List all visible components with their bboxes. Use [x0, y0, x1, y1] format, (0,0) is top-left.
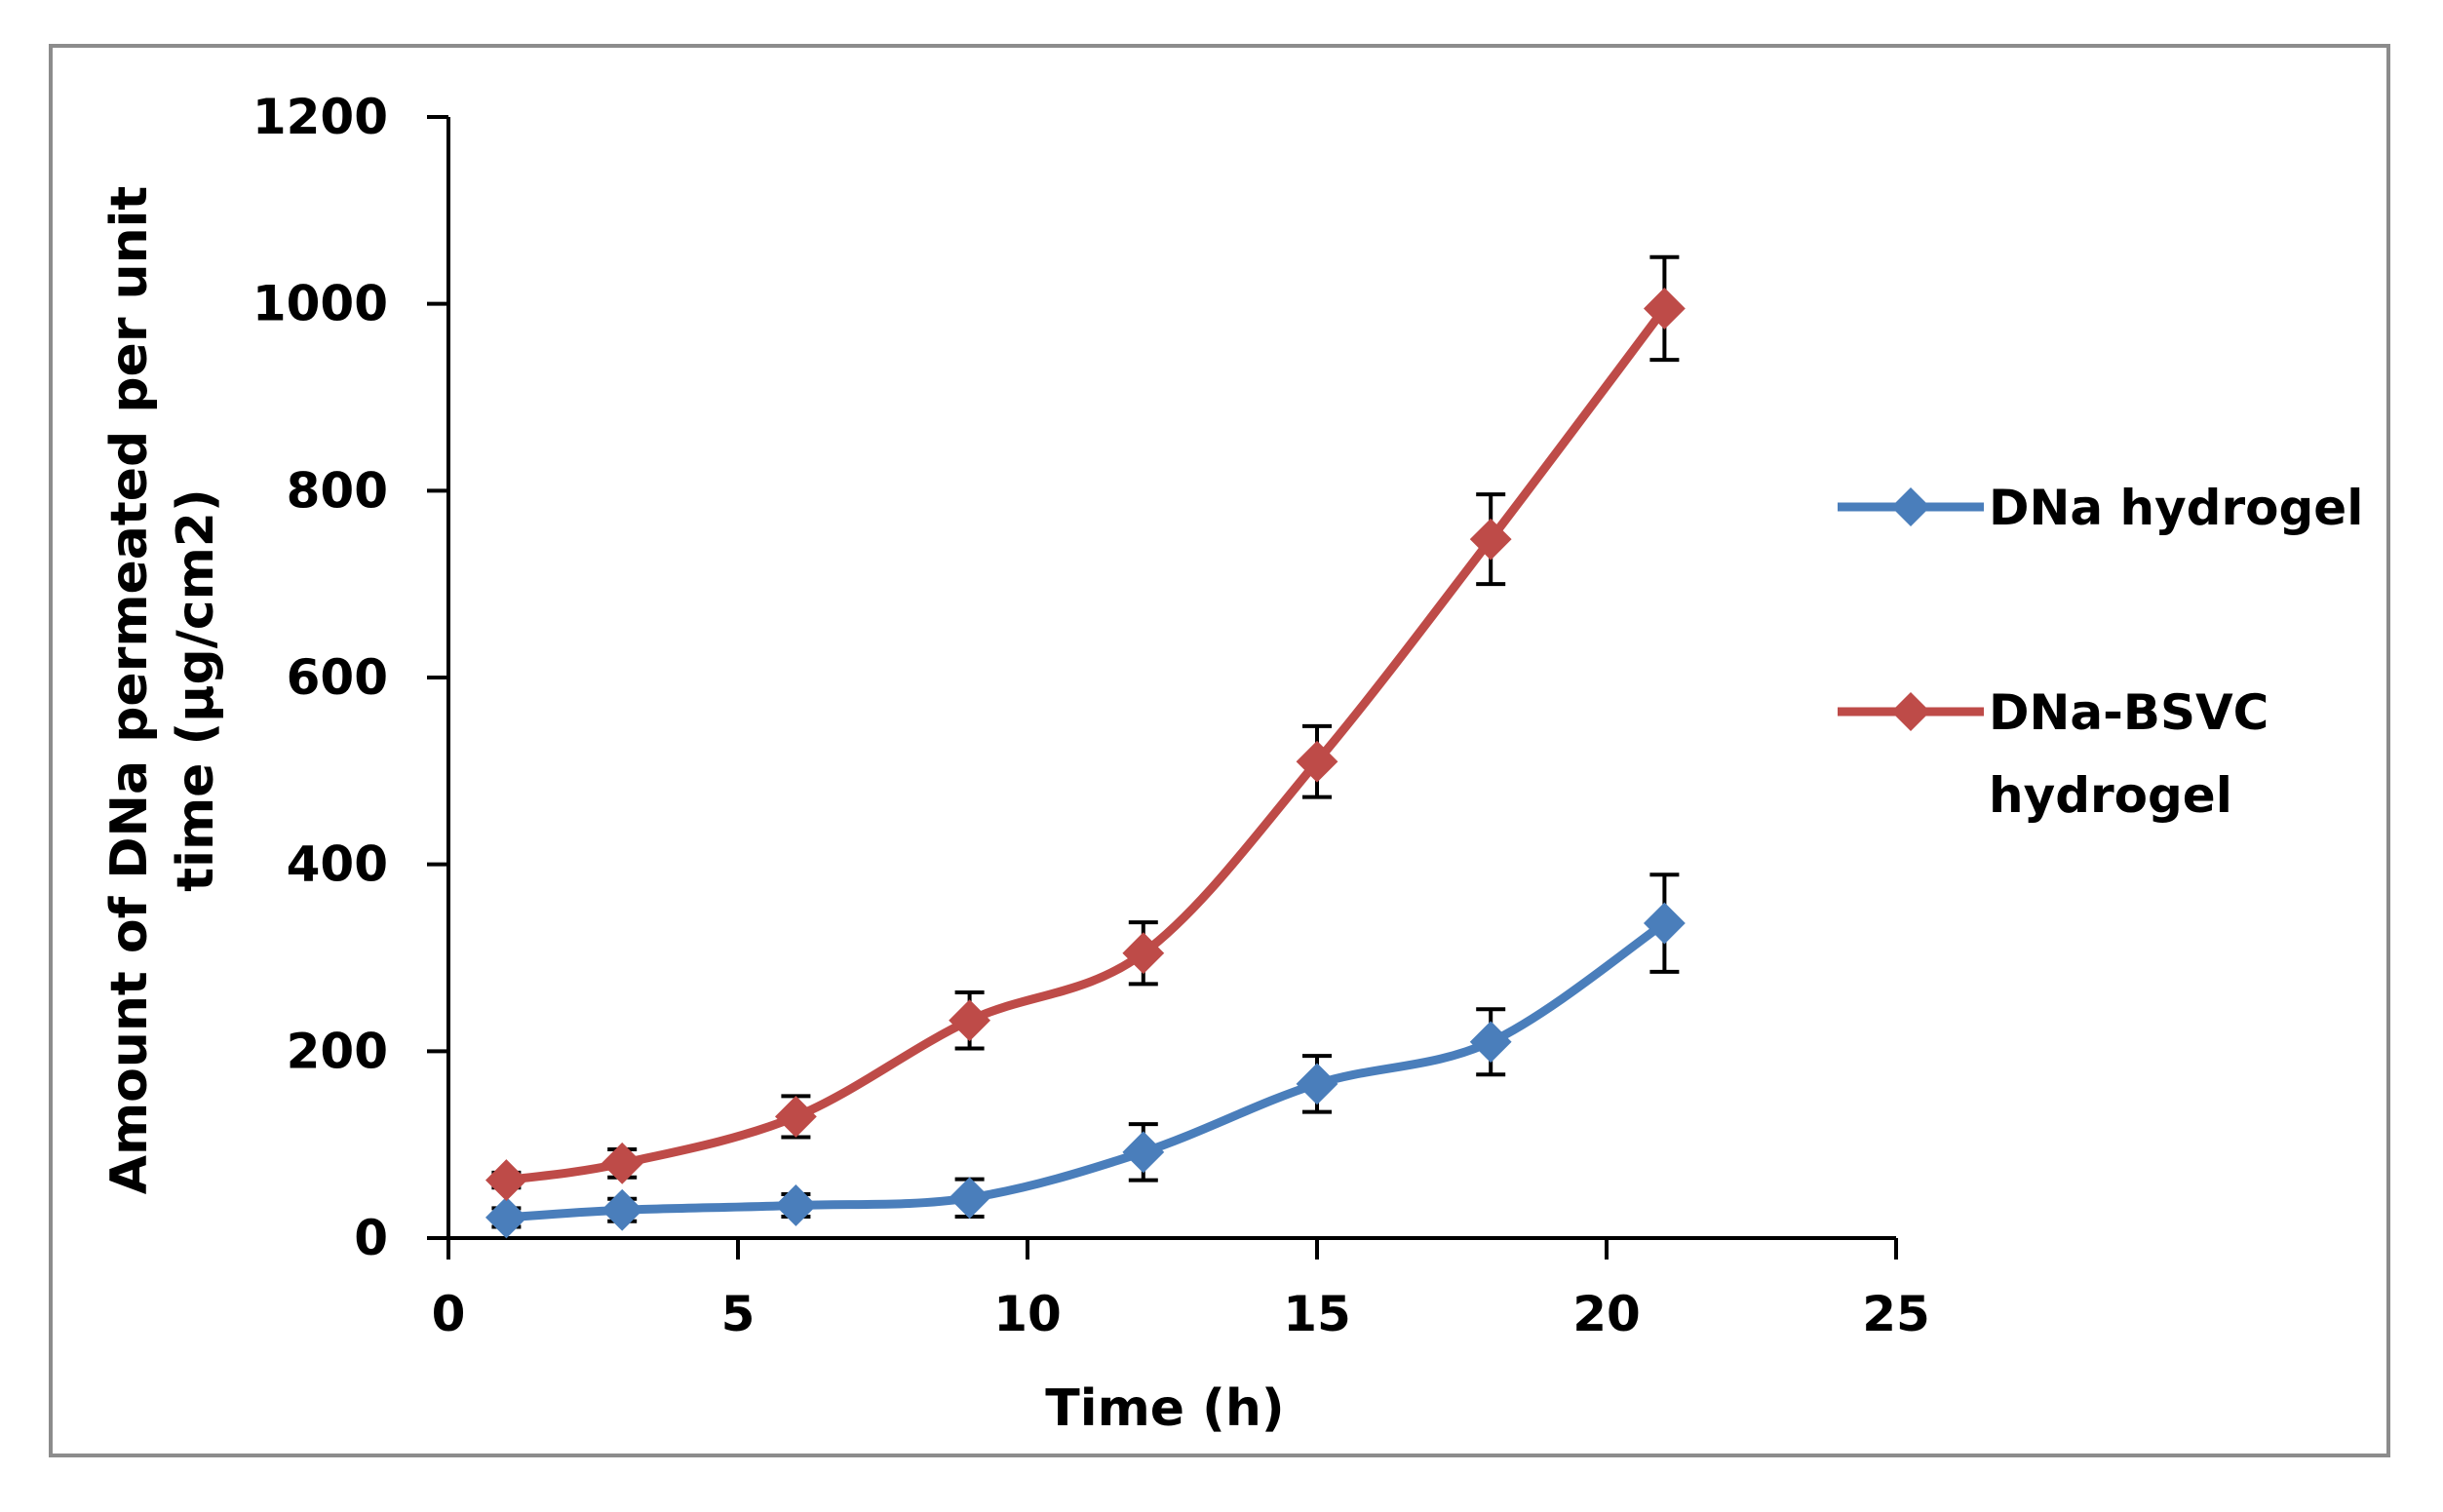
legend-marker: [1891, 487, 1930, 526]
series-dna-bsvc-hydrogel: [485, 254, 1686, 1201]
series-group: [485, 254, 1686, 1239]
legend: DNa hydrogel DNa-BSVC hydrogel: [1838, 480, 2363, 824]
series-dna-hydrogel: [485, 872, 1686, 1239]
data-point: [485, 1159, 527, 1201]
x-tick-label: 0: [432, 1286, 466, 1342]
axes: [427, 115, 1898, 1260]
data-point: [1643, 288, 1686, 330]
data-point: [949, 999, 991, 1042]
data-point: [485, 1196, 527, 1239]
y-axis-title-line-1: Amount of DNa permeated per unit: [100, 186, 159, 1195]
y-axis-title: Amount of DNa permeated per unit time (µ…: [100, 186, 225, 1195]
y-tick-label: 1000: [252, 276, 388, 332]
x-tick-label: 25: [1862, 1286, 1930, 1342]
data-point: [1469, 1021, 1512, 1064]
data-point: [1643, 902, 1686, 945]
tick-labels: 0 200 400 600 800 1000 1200 0 5 10 15 20 25: [252, 89, 1930, 1342]
legend-label: hydrogel: [1989, 767, 2232, 824]
y-tick-label: 0: [354, 1210, 388, 1266]
x-axis-title: Time (h): [1045, 1379, 1284, 1438]
legend-item-dna-hydrogel: DNa hydrogel: [1838, 480, 2363, 536]
legend-marker: [1891, 692, 1930, 731]
x-tick-label: 15: [1283, 1286, 1351, 1342]
data-point: [601, 1142, 643, 1184]
legend-label: DNa-BSVC: [1989, 684, 2268, 741]
data-point: [601, 1188, 643, 1231]
data-point: [1469, 518, 1512, 561]
x-tick-label: 5: [721, 1286, 756, 1342]
y-axis-title-line-2: time (µg/cm2): [167, 488, 225, 891]
data-point: [774, 1184, 817, 1226]
data-point: [1122, 1131, 1165, 1174]
chart-frame: [49, 44, 2390, 1457]
data-point: [774, 1096, 817, 1138]
x-tick-label: 20: [1572, 1286, 1641, 1342]
data-point: [1122, 932, 1165, 975]
y-tick-label: 1200: [252, 89, 388, 145]
legend-label: DNa hydrogel: [1989, 480, 2363, 536]
legend-item-dna-bsvc-hydrogel: DNa-BSVC hydrogel: [1838, 684, 2268, 824]
data-point: [1296, 1063, 1338, 1105]
y-tick-label: 400: [287, 836, 388, 893]
data-point: [1296, 740, 1338, 783]
y-tick-label: 800: [287, 462, 388, 519]
x-tick-label: 10: [993, 1286, 1062, 1342]
data-point: [949, 1177, 991, 1220]
y-tick-label: 600: [287, 649, 388, 706]
y-tick-label: 200: [287, 1023, 388, 1079]
